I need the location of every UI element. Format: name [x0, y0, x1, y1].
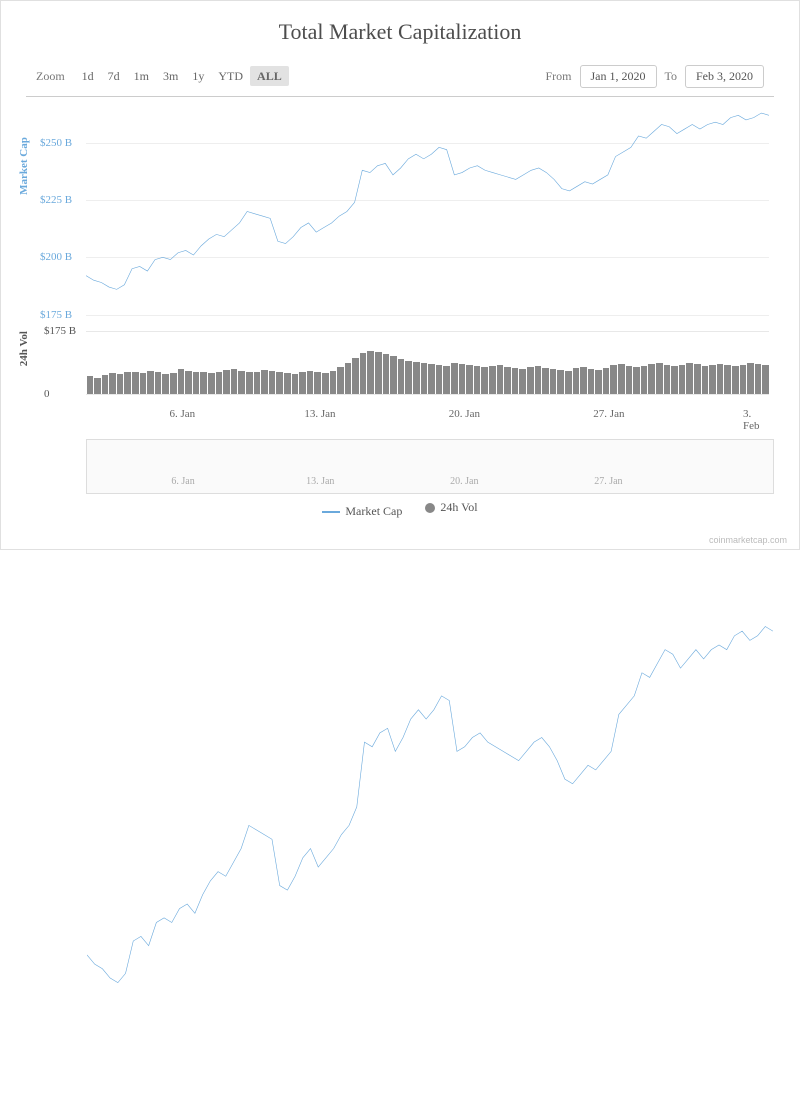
y-tick-label: $175 B — [40, 309, 72, 321]
y-tick-label: $250 B — [40, 137, 72, 149]
zoom-btn-ytd[interactable]: YTD — [211, 66, 250, 86]
from-label: From — [545, 69, 571, 84]
market-cap-line — [86, 97, 769, 326]
footer-credit: coinmarketcap.com — [709, 535, 787, 545]
zoom-btn-1m[interactable]: 1m — [127, 66, 156, 86]
volume-y-title: 24h Vol — [18, 331, 30, 366]
zoom-btn-1y[interactable]: 1y — [185, 66, 211, 86]
x-axis: 6. Jan13. Jan20. Jan27. Jan3. Feb — [86, 406, 774, 424]
date-to-input[interactable]: Feb 3, 2020 — [685, 65, 764, 88]
x-tick-label: 6. Jan — [169, 408, 195, 420]
y-tick-label: $225 B — [40, 194, 72, 206]
market-cap-chart[interactable]: Market Cap $175 B$200 B$225 B$250 B — [26, 96, 774, 326]
navigator[interactable]: 6. Jan 13. Jan 20. Jan 27. Jan — [86, 439, 774, 494]
x-tick-label: 20. Jan — [449, 408, 480, 420]
vol-tick-label: $175 B — [44, 325, 76, 337]
x-tick-label: 27. Jan — [593, 408, 624, 420]
zoom-btn-all[interactable]: ALL — [250, 66, 289, 86]
nav-tick-label: 20. Jan — [450, 476, 478, 487]
x-tick-label: 13. Jan — [304, 408, 335, 420]
nav-tick-label: 13. Jan — [306, 476, 334, 487]
to-label: To — [665, 69, 678, 84]
zoom-btn-7d[interactable]: 7d — [101, 66, 127, 86]
nav-tick-label: 27. Jan — [594, 476, 622, 487]
nav-tick-label: 6. Jan — [171, 476, 194, 487]
volume-chart[interactable]: 24h Vol 0$175 B — [26, 331, 774, 406]
zoom-label: Zoom — [36, 69, 65, 84]
navigator-line — [87, 440, 773, 1100]
date-range: From Jan 1, 2020 To Feb 3, 2020 — [545, 65, 764, 88]
zoom-controls: Zoom 1d7d1m3m1yYTDALL — [36, 69, 289, 84]
zoom-btn-1d[interactable]: 1d — [75, 66, 101, 86]
zoom-btn-3m[interactable]: 3m — [156, 66, 185, 86]
y-tick-label: $200 B — [40, 251, 72, 263]
volume-bars — [86, 331, 769, 394]
date-from-input[interactable]: Jan 1, 2020 — [580, 65, 657, 88]
chart-container: Total Market Capitalization Zoom 1d7d1m3… — [0, 0, 800, 550]
x-tick-label: 3. Feb — [743, 408, 764, 432]
chart-title: Total Market Capitalization — [16, 19, 784, 45]
controls-bar: Zoom 1d7d1m3m1yYTDALL From Jan 1, 2020 T… — [16, 65, 784, 88]
vol-tick-label: 0 — [44, 388, 50, 400]
market-cap-y-title: Market Cap — [18, 137, 30, 195]
